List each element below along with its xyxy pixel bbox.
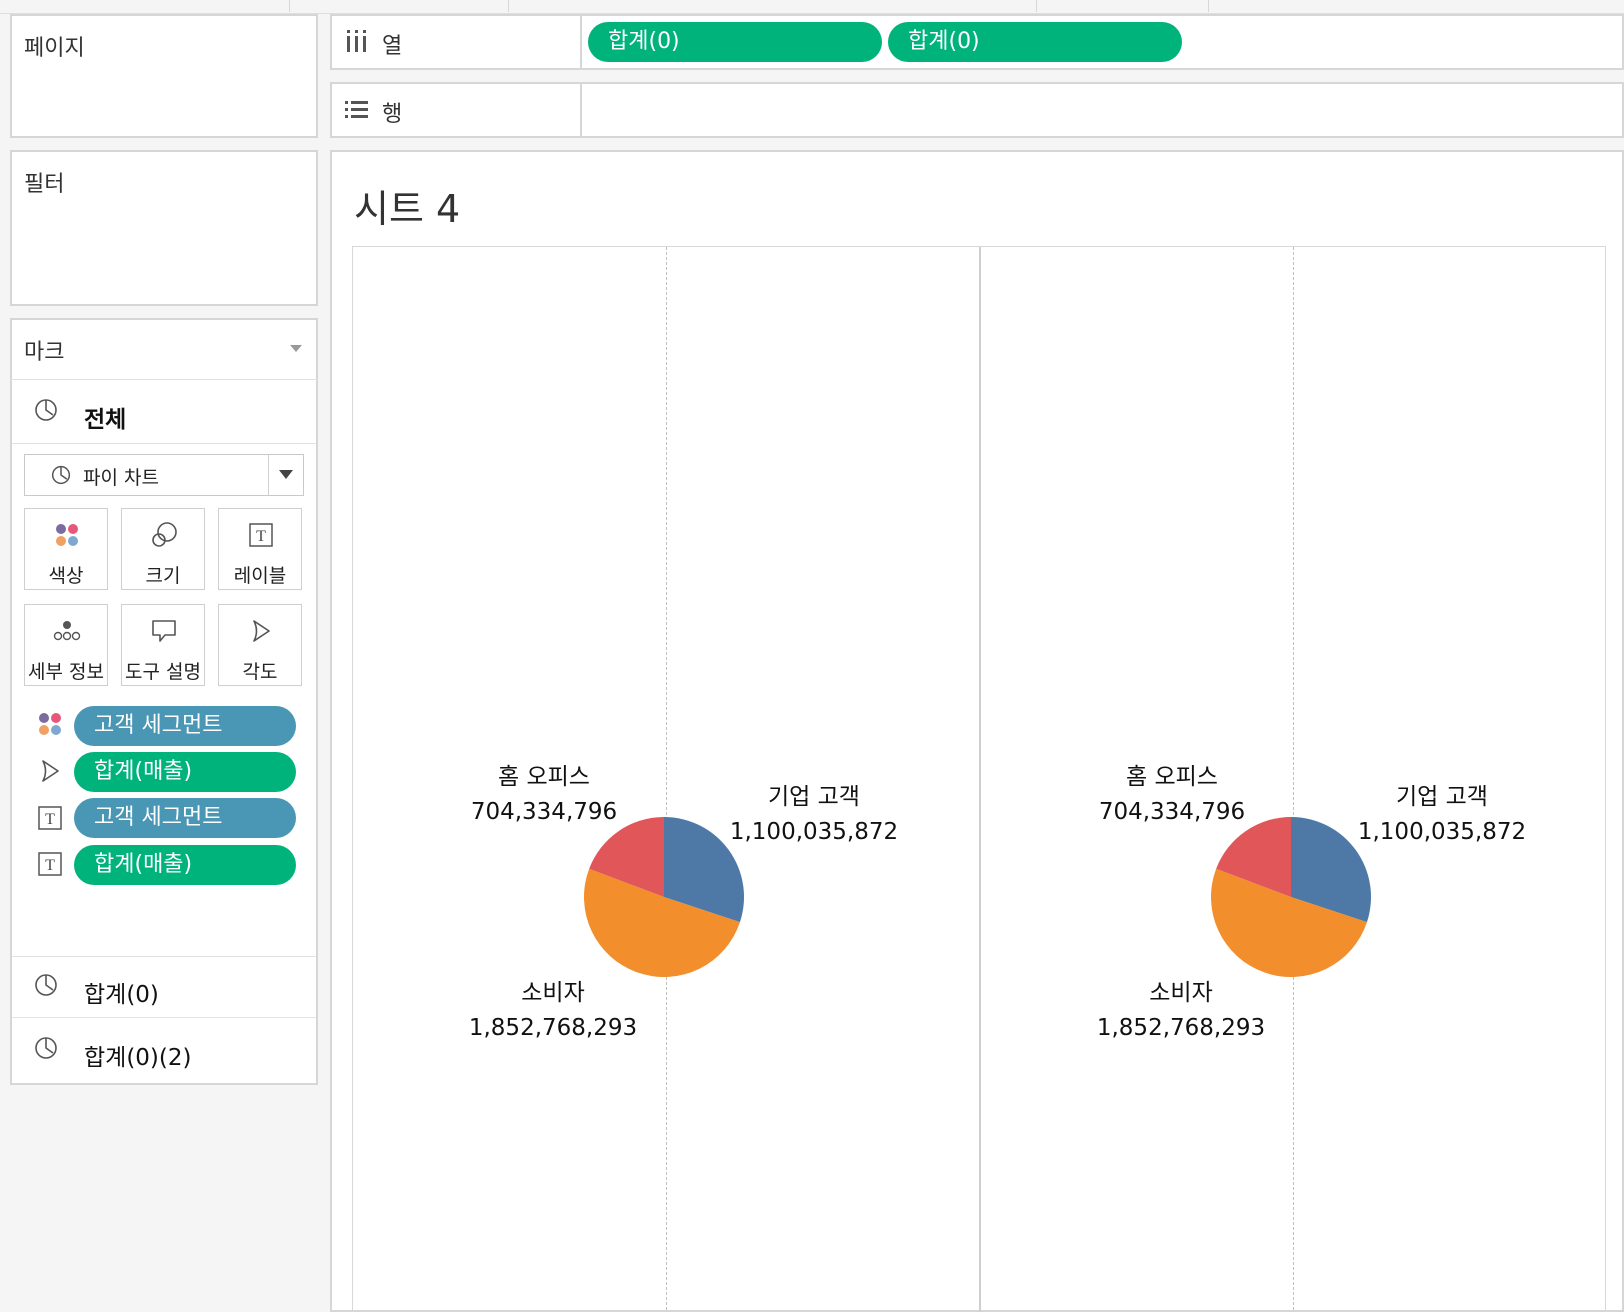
- worksheet-view: 시트 4: [330, 150, 1624, 1312]
- tooltip-icon: [152, 620, 176, 642]
- marks-card: [10, 318, 318, 1085]
- marks-sub-row[interactable]: 합계(0): [12, 956, 316, 1018]
- label-button-label: 레이블: [233, 565, 287, 587]
- marks-field-pill[interactable]: 합계(매출): [74, 845, 296, 885]
- marks-field-pill[interactable]: 합계(매출): [74, 752, 296, 792]
- marks-field-pill[interactable]: 고객 세그먼트: [74, 706, 296, 746]
- columns-icon: [347, 30, 366, 52]
- columns-pill[interactable]: 합계(0): [888, 22, 1182, 62]
- angle-button[interactable]: 각도: [218, 604, 302, 686]
- mark-type-dropdown[interactable]: 파이 차트: [24, 454, 304, 496]
- marks-sub-row[interactable]: 합계(0)(2): [12, 1020, 316, 1082]
- svg-text:T: T: [256, 528, 266, 545]
- marks-sub-label: 합계(0)(2): [84, 1045, 192, 1071]
- rows-shelf-label: 행: [382, 102, 403, 127]
- pie-icon: [35, 974, 57, 996]
- svg-text:T: T: [45, 811, 55, 828]
- plot-area: [352, 246, 1606, 1312]
- tooltip-button[interactable]: 도구 설명: [121, 604, 205, 686]
- angle-icon: [253, 620, 270, 642]
- pie-icon: [51, 465, 71, 485]
- rows-icon: [345, 101, 368, 118]
- marks-header[interactable]: 마크: [10, 318, 318, 380]
- marks-sub-label: 합계(0): [84, 982, 159, 1008]
- marks-menu-caret-icon[interactable]: [290, 345, 302, 352]
- label-t-icon: T: [38, 852, 62, 876]
- detail-button[interactable]: 세부 정보: [24, 604, 108, 686]
- filters-card[interactable]: 필터: [10, 150, 318, 306]
- data-label: 홈 오피스 704,334,796: [470, 764, 618, 825]
- marks-all-row[interactable]: 전체: [12, 382, 316, 444]
- marks-title: 마크: [24, 340, 65, 365]
- mark-type-label: 파이 차트: [83, 467, 159, 489]
- tooltip-button-label: 도구 설명: [125, 661, 201, 683]
- color-button-label: 색상: [48, 565, 84, 587]
- color-dots-icon: [56, 524, 78, 546]
- pie-icon: [35, 399, 57, 421]
- columns-shelf[interactable]: 열 합계(0) 합계(0): [330, 14, 1624, 70]
- pie-icon: [35, 1037, 57, 1059]
- marks-field-pill[interactable]: 고객 세그먼트: [74, 798, 296, 838]
- size-button-label: 크기: [145, 565, 181, 587]
- color-dots-icon: [39, 713, 61, 735]
- detail-button-label: 세부 정보: [28, 661, 104, 683]
- data-label: 기업 고객 1,100,035,872: [729, 784, 899, 845]
- data-label: 소비자 1,852,768,293: [468, 980, 638, 1041]
- angle-icon: [42, 760, 59, 782]
- angle-button-label: 각도: [242, 661, 278, 683]
- chevron-down-icon[interactable]: [279, 470, 293, 479]
- data-label: 기업 고객 1,100,035,872: [1357, 784, 1527, 845]
- detail-dots-icon: [53, 621, 81, 641]
- label-t-icon: T: [38, 806, 62, 830]
- size-button[interactable]: 크기: [121, 508, 205, 590]
- marks-all-label: 전체: [84, 407, 127, 433]
- sheet-title[interactable]: 시트 4: [354, 187, 461, 231]
- label-t-icon: T: [249, 523, 273, 547]
- columns-shelf-label: 열: [382, 34, 403, 59]
- pages-title: 페이지: [24, 36, 85, 61]
- svg-text:T: T: [45, 857, 55, 874]
- size-icon: [152, 522, 177, 547]
- color-button[interactable]: 색상: [24, 508, 108, 590]
- filters-title: 필터: [24, 172, 65, 197]
- pages-card[interactable]: 페이지: [10, 14, 318, 138]
- columns-pill[interactable]: 합계(0): [588, 22, 882, 62]
- data-label: 홈 오피스 704,334,796: [1098, 764, 1246, 825]
- rows-shelf[interactable]: 행: [330, 82, 1624, 138]
- label-button[interactable]: T 레이블: [218, 508, 302, 590]
- data-label: 소비자 1,852,768,293: [1096, 980, 1266, 1041]
- top-strip: [0, 0, 1624, 14]
